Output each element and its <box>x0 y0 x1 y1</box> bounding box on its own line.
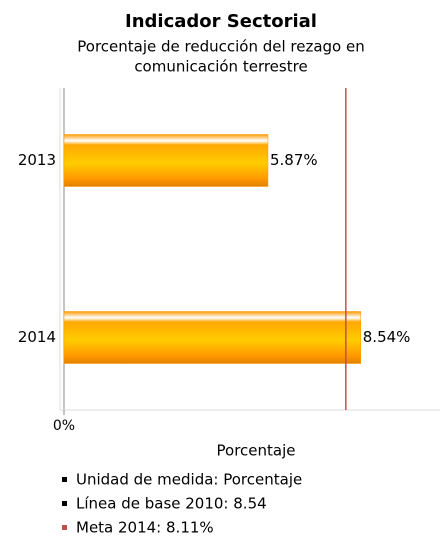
x-tick-label: 0% <box>53 418 75 434</box>
chart-subtitle: Porcentaje de reducción del rezago en <box>77 38 365 56</box>
y-tick-label: 2013 <box>18 151 56 169</box>
data-label: 5.87% <box>270 151 318 169</box>
bar <box>63 311 362 364</box>
note-text: Unidad de medida: Porcentaje <box>76 471 302 489</box>
note-bullet <box>62 501 67 506</box>
bar <box>63 134 269 187</box>
chart-subtitle: comunicación terrestre <box>134 58 307 76</box>
note-text: Línea de base 2010: 8.54 <box>76 495 267 513</box>
data-label: 8.54% <box>363 328 411 346</box>
note-text: Meta 2014: 8.11% <box>76 519 214 537</box>
x-axis-label: Porcentaje <box>217 442 296 460</box>
chart-title: Indicador Sectorial <box>125 11 317 32</box>
y-tick-label: 2014 <box>18 328 56 346</box>
note-bullet <box>62 525 67 530</box>
note-bullet <box>62 477 67 482</box>
